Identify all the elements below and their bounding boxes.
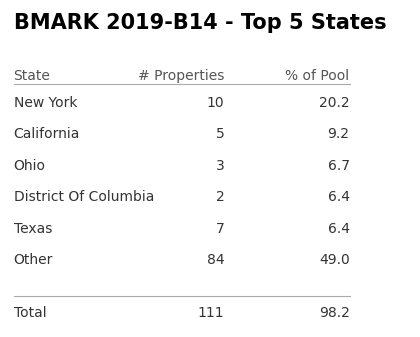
Text: New York: New York <box>13 96 77 110</box>
Text: State: State <box>13 69 50 83</box>
Text: District Of Columbia: District Of Columbia <box>13 190 154 204</box>
Text: 6.4: 6.4 <box>328 221 349 236</box>
Text: 5: 5 <box>216 127 224 141</box>
Text: 3: 3 <box>216 158 224 173</box>
Text: 111: 111 <box>198 306 224 320</box>
Text: 84: 84 <box>207 253 224 267</box>
Text: BMARK 2019-B14 - Top 5 States: BMARK 2019-B14 - Top 5 States <box>13 13 386 33</box>
Text: # Properties: # Properties <box>138 69 224 83</box>
Text: 9.2: 9.2 <box>328 127 349 141</box>
Text: 98.2: 98.2 <box>319 306 349 320</box>
Text: Texas: Texas <box>13 221 52 236</box>
Text: Total: Total <box>13 306 46 320</box>
Text: 2: 2 <box>216 190 224 204</box>
Text: 6.4: 6.4 <box>328 190 349 204</box>
Text: 6.7: 6.7 <box>328 158 349 173</box>
Text: 10: 10 <box>207 96 224 110</box>
Text: 20.2: 20.2 <box>319 96 349 110</box>
Text: % of Pool: % of Pool <box>286 69 349 83</box>
Text: 49.0: 49.0 <box>319 253 349 267</box>
Text: California: California <box>13 127 80 141</box>
Text: 7: 7 <box>216 221 224 236</box>
Text: Other: Other <box>13 253 53 267</box>
Text: Ohio: Ohio <box>13 158 45 173</box>
